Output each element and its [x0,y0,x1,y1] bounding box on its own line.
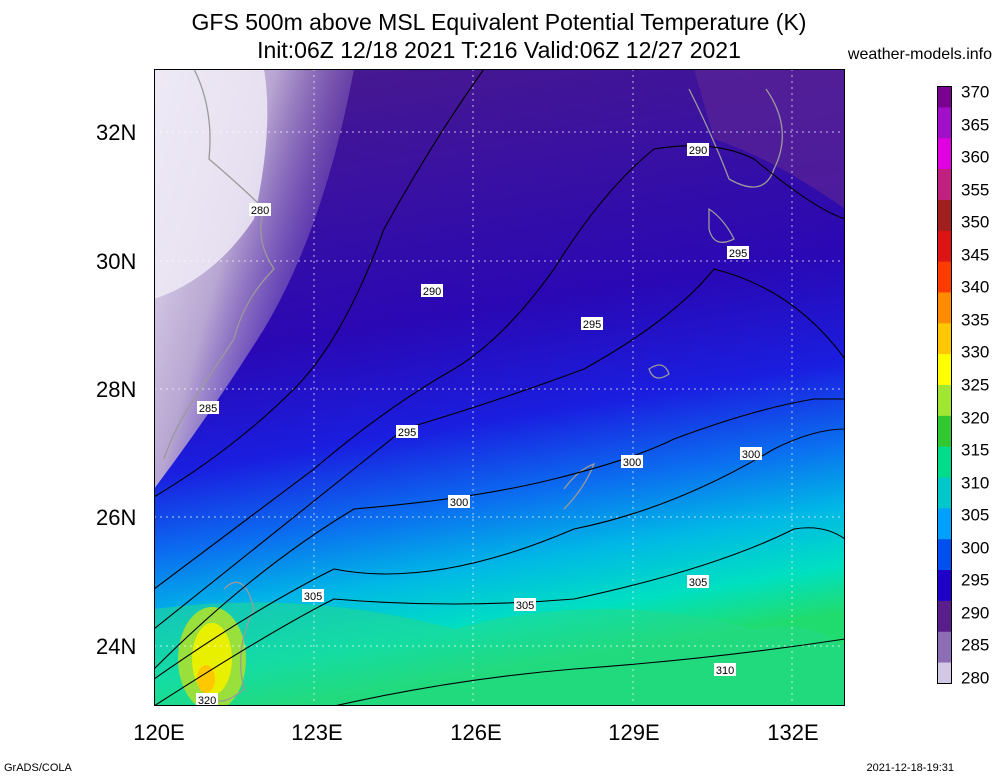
colorbar-tick-label: 340 [961,277,990,297]
colorbar-swatch [937,230,952,263]
lat-label-26n: 26N [96,505,137,530]
field-south-warm [154,602,845,706]
svg-text:300: 300 [450,497,468,509]
contour-label-305-c: 305 [687,575,709,589]
svg-text:305: 305 [304,591,322,603]
svg-text:290: 290 [689,145,707,157]
contour-labels: 280 285 290 290 295 295 [196,143,762,706]
map-plot: 280 285 290 290 295 295 [154,69,845,706]
colorbar-swatch [937,354,952,386]
map-svg: 280 285 290 290 295 295 [154,69,845,706]
colorbar-swatch [937,169,952,201]
contour-label-305-b: 305 [514,598,536,612]
title-line-2: Init:06Z 12/18 2021 T:216 Valid:06Z 12/2… [257,37,741,63]
contour-label-320: 320 [196,693,218,706]
contour-label-300-c: 300 [740,447,762,461]
colorbar-swatch [937,539,952,571]
svg-text:285: 285 [199,403,217,415]
colorbar-swatch [937,261,952,293]
contour-label-285: 285 [197,401,219,415]
colorbar-swatch [937,107,952,139]
svg-text:290: 290 [423,286,441,298]
svg-text:305: 305 [689,577,707,589]
svg-text:310: 310 [716,665,734,677]
svg-text:280: 280 [251,205,269,217]
colorbar-tick-label: 355 [961,180,990,200]
lon-label-123e: 123E [291,720,343,745]
colorbar-tick-label: 290 [961,603,990,623]
colorbar-swatch [937,446,952,479]
site-name: weather-models.info [847,46,992,63]
contour-label-280: 280 [249,203,271,217]
colorbar-tick-label: 360 [961,147,990,167]
contour-label-290-a: 290 [421,284,443,298]
colorbar-tick-label: 365 [961,115,990,135]
colorbar-swatch [937,138,952,170]
colorbar [937,86,952,684]
lat-label-28n: 28N [96,377,137,402]
colorbar-swatch [937,292,952,324]
colorbar-swatch [937,508,952,540]
colorbar-tick-label: 295 [961,570,990,590]
lon-label-120e: 120E [133,720,185,745]
lon-label-132e: 132E [767,720,819,745]
colorbar-tick-label: 320 [961,408,990,428]
colorbar-tick-label: 285 [961,635,990,655]
colorbar-tick-label: 305 [961,505,990,525]
title-line-1: GFS 500m above MSL Equivalent Potential … [191,9,807,35]
colorbar-tick-label: 310 [961,473,990,493]
svg-text:300: 300 [742,449,760,461]
svg-text:300: 300 [623,457,641,469]
lat-label-32n: 32N [96,120,137,145]
lat-label-24n: 24N [96,634,137,659]
colorbar-tick-label: 280 [961,668,990,688]
footer-timestamp: 2021-12-18-19:31 [866,762,954,774]
map-frame [154,69,845,706]
field-nw-coldest [154,69,268,299]
footer-credit: GrADS/COLA [4,762,72,774]
field-ne-region [694,69,845,209]
svg-text:320: 320 [198,695,216,706]
contour-label-310: 310 [714,663,736,677]
contour-label-295-c: 295 [727,246,749,260]
colorbar-tick-label: 315 [961,440,990,460]
colorbar-swatch [937,600,952,633]
svg-text:295: 295 [398,427,416,439]
warm-blob-peak [197,665,215,693]
colorbar-tick-label: 300 [961,538,990,558]
coastlines [163,69,783,702]
contour-lines [154,69,845,706]
contour-label-305-a: 305 [302,589,324,603]
colorbar-tick-label: 325 [961,375,990,395]
colorbar-swatch [937,86,952,108]
colorbar-swatch [937,199,952,232]
colorbar-swatch [937,323,952,355]
colorbar-swatch [937,631,952,664]
contour-label-290-b: 290 [687,143,709,157]
svg-text:295: 295 [729,248,747,260]
colorbar-tick-label: 350 [961,212,990,232]
colorbar-swatch [937,662,952,684]
contour-label-295-b: 295 [581,317,603,331]
colorbar-tick-label: 330 [961,342,990,362]
colorbar-tick-label: 335 [961,310,990,330]
colorbar-tick-label: 370 [961,82,990,102]
colorbar-swatch [937,415,952,448]
colorbar-swatch [937,477,952,509]
contour-label-300-a: 300 [448,495,470,509]
lon-label-129e: 129E [608,720,660,745]
svg-text:295: 295 [583,319,601,331]
colorbar-frame [937,86,952,684]
colorbar-swatch [937,385,952,417]
contour-label-295-a: 295 [396,425,418,439]
colorbar-swatch [937,570,952,602]
lat-label-30n: 30N [96,249,137,274]
svg-text:305: 305 [516,600,534,612]
contour-label-300-b: 300 [621,455,643,469]
lon-label-126e: 126E [450,720,502,745]
colorbar-tick-label: 345 [961,245,990,265]
